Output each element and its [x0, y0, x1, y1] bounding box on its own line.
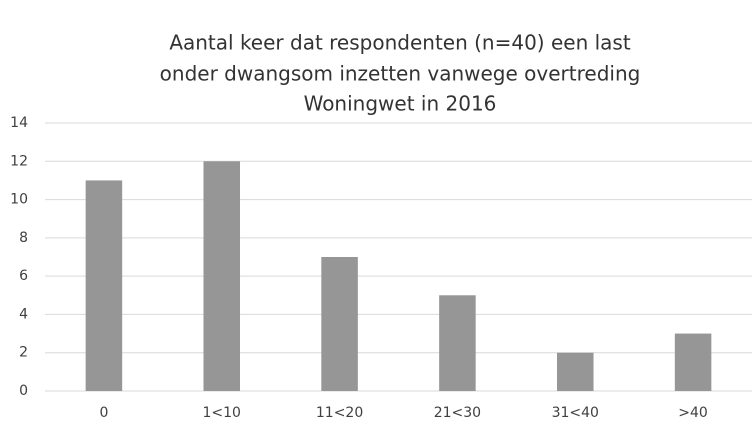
y-tick-label: 14	[10, 115, 28, 131]
bar	[85, 180, 123, 391]
bar	[203, 161, 241, 391]
x-tick-label: 21<30	[434, 405, 481, 421]
chart-title: onder dwangsom inzetten vanwege overtred…	[160, 62, 641, 86]
x-tick-label: 11<20	[316, 405, 363, 421]
bar	[321, 257, 358, 391]
x-tick-label: 31<40	[552, 405, 599, 421]
bar	[439, 295, 476, 391]
y-tick-label: 2	[19, 345, 28, 361]
y-tick-label: 8	[19, 230, 28, 246]
chart-title: Woningwet in 2016	[304, 92, 497, 116]
x-tick-label: 0	[99, 405, 108, 421]
y-tick-label: 4	[19, 306, 28, 322]
y-tick-label: 10	[10, 192, 28, 208]
x-tick-label: 1<10	[203, 405, 241, 421]
bar	[556, 352, 594, 391]
y-tick-label: 0	[19, 383, 28, 399]
y-tick-label: 12	[10, 153, 28, 169]
y-tick-label: 6	[19, 268, 28, 284]
chart-title: Aantal keer dat respondenten (n=40) een …	[169, 31, 631, 55]
x-tick-label: >40	[678, 405, 708, 421]
bar	[674, 333, 712, 391]
